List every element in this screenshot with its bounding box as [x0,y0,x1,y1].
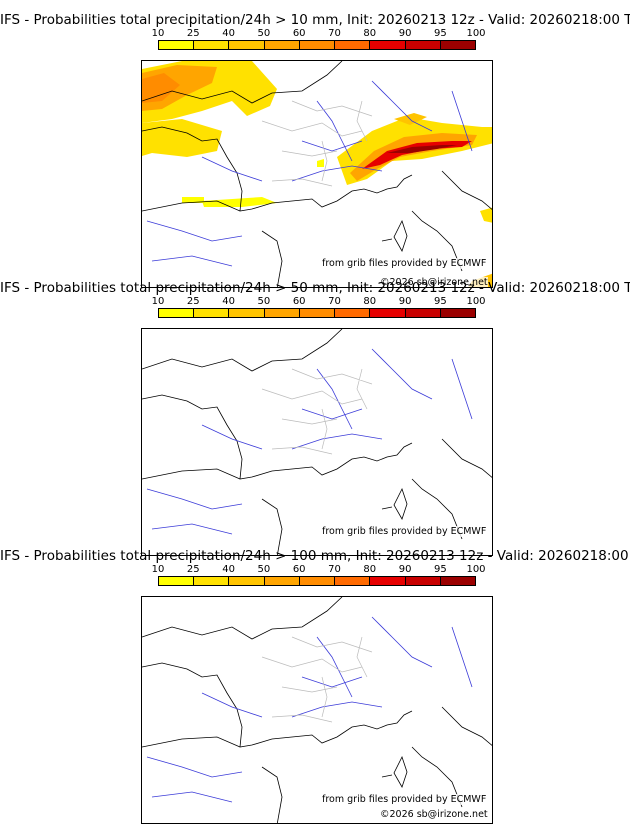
map-area: from grib files provided by ECMWF [141,328,493,556]
colorbar-swatch [263,308,300,318]
colorbar-swatch [228,308,265,318]
coastline [142,61,492,287]
tick-label: 50 [257,564,271,575]
colorbar-ticks: 10 25 40 50 60 70 80 90 95 100 [152,564,486,576]
tick-label: 25 [186,296,200,307]
map-panel-100mm: IFS - Probabilities total precipitation/… [0,548,630,824]
tick-label: 10 [151,564,165,575]
tick-label: 25 [186,564,200,575]
tick-label: 40 [222,296,235,307]
map-panel-50mm: IFS - Probabilities total precipitation/… [0,280,630,556]
tick-label: 95 [434,564,447,575]
admin-borders [261,636,373,723]
tick-label: 100 [466,564,486,575]
map-area: from grib files provided by ECMWF ©2026 … [141,60,493,288]
tick-label: 50 [257,296,271,307]
colorbar-swatch [298,576,336,586]
colorbar-swatch [369,40,406,50]
tick-label: 40 [222,564,235,575]
rivers [146,80,473,267]
tick-label: 60 [292,296,306,307]
colorbar-swatch [439,576,476,586]
precip-probability-shading [142,61,492,287]
colorbar-swatch [193,308,230,318]
tick-label: 60 [292,28,306,39]
colorbar-swatch [193,576,230,586]
tick-label: 10 [151,296,165,307]
colorbar-ticks: 10 25 40 50 60 70 80 90 95 100 [152,296,486,308]
colorbar [158,308,476,318]
colorbar-swatch [334,576,371,586]
colorbar-swatch [439,40,476,50]
data-source-credit: from grib files provided by ECMWF [322,526,487,537]
copyright-credit: ©2026 sb@irizone.net [380,277,488,288]
tick-label: 90 [398,296,412,307]
rivers [146,616,473,803]
rivers [146,348,473,535]
colorbar-swatch [193,40,230,50]
colorbar-swatch [298,308,336,318]
map-panel-10mm: IFS - Probabilities total precipitation/… [0,12,630,288]
tick-label: 100 [466,28,486,39]
map-svg [142,61,492,287]
tick-label: 80 [363,564,377,575]
colorbar-swatch [228,576,265,586]
tick-label: 95 [434,28,447,39]
copyright-credit: ©2026 sb@irizone.net [380,809,488,820]
tick-label: 40 [222,28,235,39]
coastline [142,329,492,555]
tick-label: 50 [257,28,271,39]
colorbar-swatch [263,40,300,50]
colorbar-swatch [404,308,441,318]
panel-title: IFS - Probabilities total precipitation/… [0,548,630,564]
colorbar-swatch [404,40,441,50]
colorbar-swatch [334,308,371,318]
tick-label: 60 [292,564,306,575]
colorbar [158,576,476,586]
tick-label: 90 [398,28,412,39]
tick-label: 80 [363,28,377,39]
tick-label: 90 [398,564,412,575]
colorbar-ticks: 10 25 40 50 60 70 80 90 95 100 [152,28,486,40]
colorbar-swatch [263,576,300,586]
data-source-credit: from grib files provided by ECMWF [322,258,487,269]
map-svg [142,597,492,823]
map-area: from grib files provided by ECMWF ©2026 … [141,596,493,824]
admin-borders [261,368,373,455]
data-source-credit: from grib files provided by ECMWF [322,794,487,805]
colorbar-swatch [439,308,476,318]
panel-title: IFS - Probabilities total precipitation/… [0,12,630,28]
colorbar-swatch [404,576,441,586]
map-svg [142,329,492,555]
tick-label: 100 [466,296,486,307]
admin-borders [261,100,373,187]
tick-label: 70 [328,296,341,307]
tick-label: 25 [186,28,200,39]
colorbar-swatch [158,40,195,50]
tick-label: 10 [151,28,165,39]
colorbar-swatch [369,576,406,586]
colorbar-swatch [369,308,406,318]
colorbar-swatch [158,576,195,586]
panel-title: IFS - Probabilities total precipitation/… [0,280,630,296]
tick-label: 70 [328,28,341,39]
tick-label: 95 [434,296,447,307]
colorbar-swatch [158,308,195,318]
tick-label: 70 [328,564,341,575]
tick-label: 80 [363,296,377,307]
colorbar-swatch [228,40,265,50]
colorbar [158,40,476,50]
colorbar-swatch [334,40,371,50]
coastline [142,597,492,823]
colorbar-swatch [298,40,336,50]
